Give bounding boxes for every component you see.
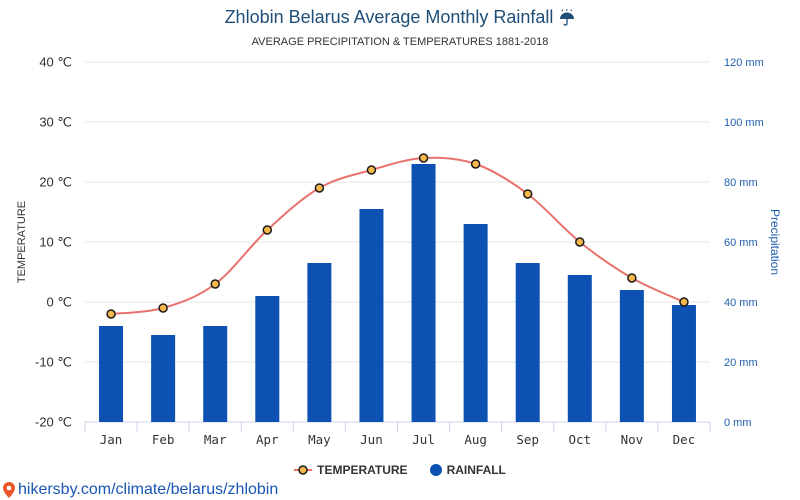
temperature-series (110, 156, 685, 315)
circle-marker-icon (429, 464, 442, 476)
rainfall-bar (515, 263, 540, 422)
month-label: Jan (100, 432, 123, 447)
month-label: Mar (204, 432, 227, 447)
temperature-points (106, 153, 689, 319)
temperature-line (110, 156, 685, 315)
footer: hikersby.com/climate/belarus/zhlobin (3, 481, 278, 499)
temperature-point (418, 153, 429, 163)
rainfall-bar (307, 263, 332, 422)
month-label: Oct (569, 432, 592, 447)
rainfall-series (99, 164, 696, 422)
chart-title: Zhlobin Belarus Average Monthly Rainfall (0, 5, 800, 29)
location-pin-icon (3, 482, 15, 498)
x-axis-ticks (84, 422, 711, 432)
month-label: Jun (360, 432, 383, 447)
temperature-point (262, 225, 273, 235)
left-tick-label: -10 ℃ (35, 355, 72, 370)
chart-title-text: Zhlobin Belarus Average Monthly Rainfall (224, 7, 554, 27)
month-label: Nov (621, 432, 644, 447)
temperature-point (210, 279, 220, 289)
left-tick-label: 10 ℃ (39, 235, 72, 250)
month-label: Dec (673, 432, 696, 447)
rainfall-bar (359, 209, 384, 422)
rainfall-bar (619, 290, 644, 422)
month-label: Aug (464, 432, 487, 447)
right-tick-label: 20 mm (724, 357, 758, 369)
left-tick-label: 40 ℃ (39, 55, 72, 70)
temperature-point (470, 159, 481, 169)
month-label: Jul (412, 432, 435, 447)
rainfall-bar (411, 164, 436, 422)
temperature-point (158, 303, 168, 313)
legend-label-rainfall: RAINFALL (446, 463, 506, 477)
temperature-point (679, 297, 689, 307)
chart-subtitle: AVERAGE PRECIPITATION & TEMPERATURES 188… (251, 36, 549, 48)
right-tick-label: 120 mm (724, 57, 764, 69)
umbrella-rain-icon (560, 8, 575, 26)
temperature-point (627, 273, 637, 283)
left-tick-label: -20 ℃ (35, 415, 72, 430)
right-tick-label: 100 mm (724, 117, 764, 129)
rainfall-bar (463, 224, 488, 422)
right-axis-title: Precipitation (768, 209, 782, 275)
right-tick-label: 40 mm (724, 297, 758, 309)
source-link[interactable]: hikersby.com/climate/belarus/zhlobin (18, 481, 279, 498)
x-axis-labels: Jan Feb Mar Apr May Jun Jul Aug Sep Oct Nov Dec (100, 432, 695, 447)
right-tick-label: 60 mm (724, 237, 758, 249)
left-axis-title: TEMPERATURE (16, 201, 28, 283)
month-label: Sep (516, 432, 539, 447)
gridlines (85, 61, 710, 423)
legend-item-rainfall[interactable]: RAINFALL (429, 463, 506, 477)
rainfall-bar (99, 326, 124, 422)
rainfall-bar (151, 335, 176, 422)
legend-label-temperature: TEMPERATURE (317, 463, 408, 477)
left-tick-label: 0 ℃ (47, 295, 72, 310)
month-label: May (308, 432, 331, 447)
chart-legend: TEMPERATURE RAINFALL (0, 463, 800, 477)
line-with-circle-marker-icon (294, 465, 313, 475)
left-axis-labels: 40 ℃ 30 ℃ 20 ℃ 10 ℃ 0 ℃ -10 ℃ -20 ℃ (35, 55, 72, 430)
temperature-point (314, 183, 325, 193)
right-axis-labels: 120 mm 100 mm 80 mm 60 mm 40 mm 20 mm 0 mm (724, 57, 764, 429)
temperature-point (575, 237, 585, 247)
temperature-point (366, 165, 377, 175)
rainfall-bar (671, 305, 696, 422)
temperature-point (106, 309, 116, 319)
legend-item-temperature[interactable]: TEMPERATURE (294, 463, 408, 477)
month-label: Apr (256, 432, 279, 447)
left-tick-label: 20 ℃ (39, 175, 72, 190)
rainfall-bar (567, 275, 592, 422)
rainfall-bar (255, 296, 280, 422)
month-label: Feb (152, 432, 175, 447)
right-tick-label: 80 mm (724, 177, 758, 189)
rainfall-bar (203, 326, 228, 422)
temperature-point (522, 189, 533, 199)
left-tick-label: 30 ℃ (39, 115, 72, 130)
right-tick-label: 0 mm (724, 417, 752, 429)
